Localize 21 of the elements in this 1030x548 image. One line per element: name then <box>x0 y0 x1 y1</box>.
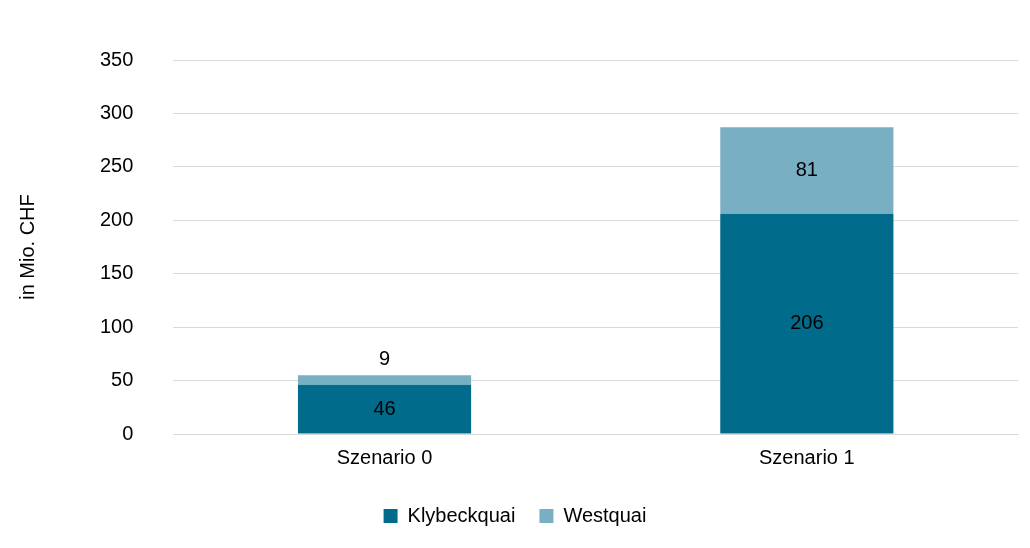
legend-label: Westquai <box>563 503 647 526</box>
y-axis-title: in Mio. CHF <box>15 194 38 300</box>
bar <box>720 213 894 434</box>
y-tick-label: 100 <box>99 314 134 337</box>
data-label: 46 <box>373 396 396 419</box>
data-label: 81 <box>795 158 818 181</box>
y-tick-label: 250 <box>99 154 134 177</box>
data-label: 206 <box>790 311 824 334</box>
legend-label: Klybeckquai <box>407 503 516 526</box>
y-tick-label: 350 <box>99 47 134 70</box>
y-tick-label: 150 <box>99 261 134 284</box>
bar <box>297 384 472 434</box>
x-tick-label: Szenario 1 <box>759 445 855 468</box>
y-tick-label: 0 <box>122 421 134 444</box>
x-tick-label: Szenario 0 <box>336 445 433 468</box>
bar <box>297 375 472 385</box>
data-label: 9 <box>378 346 391 369</box>
bar <box>720 127 894 214</box>
y-tick-label: 50 <box>111 368 134 391</box>
y-tick-label: 300 <box>99 100 134 123</box>
y-tick-label: 200 <box>99 207 134 230</box>
